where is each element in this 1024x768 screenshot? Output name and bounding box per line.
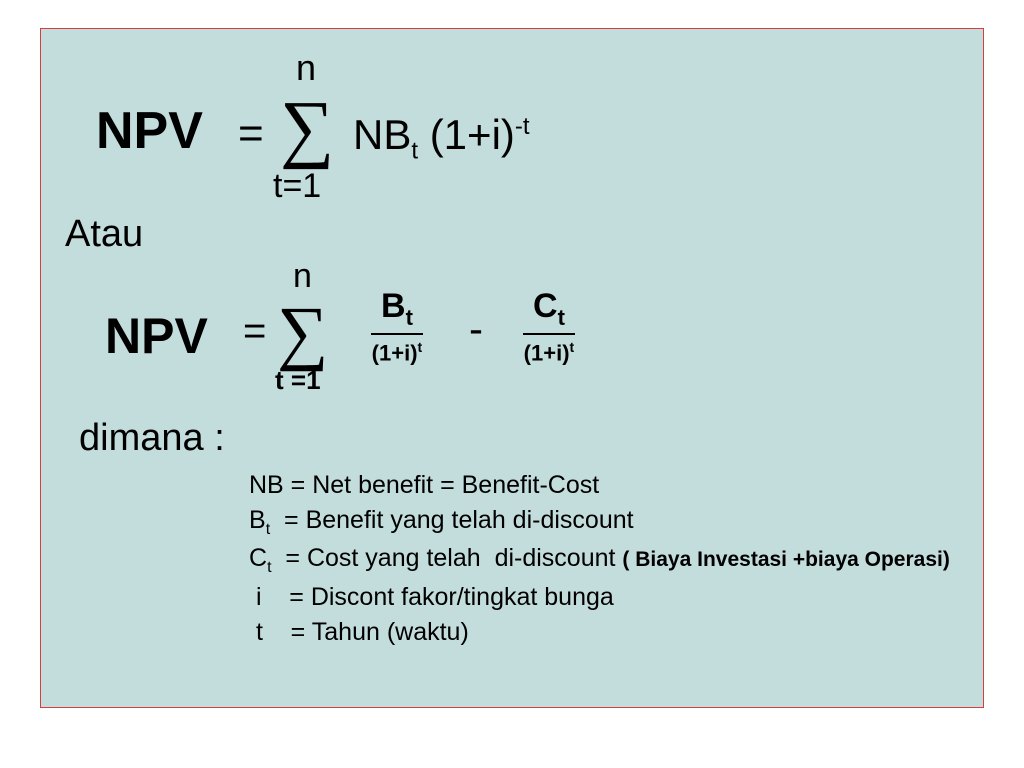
sigma-symbol-2: ∑ — [277, 291, 328, 374]
minus-sign: - — [469, 305, 483, 353]
where-label: dimana : — [79, 417, 225, 460]
fraction-c-numerator: Ct — [519, 287, 579, 333]
def-t: t = Tahun (waktu) — [249, 616, 950, 649]
def-nb: NB = Net benefit = Benefit-Cost — [249, 469, 950, 502]
connector-atau: Atau — [65, 213, 143, 256]
npv-label-1: NPV — [96, 101, 203, 161]
fraction-c: Ct (1+i)t — [519, 287, 579, 366]
equals-2: = — [243, 309, 266, 354]
sigma-symbol-1: ∑ — [280, 85, 334, 172]
sigma1-lower: t=1 — [273, 167, 321, 206]
sigma1-upper: n — [296, 47, 316, 89]
def-i: i = Discont fakor/tingkat bunga — [249, 581, 950, 614]
definitions-block: NB = Net benefit = Benefit-Cost Bt = Ben… — [249, 469, 950, 650]
formula1-rhs: NBt (1+i)-t — [353, 111, 530, 165]
def-bt: Bt = Benefit yang telah di-discount — [249, 504, 950, 541]
def-ct: Ct = Cost yang telah di-discount ( Biaya… — [249, 542, 950, 579]
equals-1: = — [238, 109, 264, 159]
fraction-b-denominator: (1+i)t — [367, 335, 427, 366]
fraction-c-denominator: (1+i)t — [519, 335, 579, 366]
fraction-b: Bt (1+i)t — [367, 287, 427, 366]
formula-panel: NPV = n ∑ t=1 NBt (1+i)-t Atau NPV = n ∑… — [40, 28, 984, 708]
npv-label-2: NPV — [105, 307, 208, 365]
sigma2-lower: t =1 — [275, 365, 321, 396]
fraction-b-numerator: Bt — [367, 287, 427, 333]
